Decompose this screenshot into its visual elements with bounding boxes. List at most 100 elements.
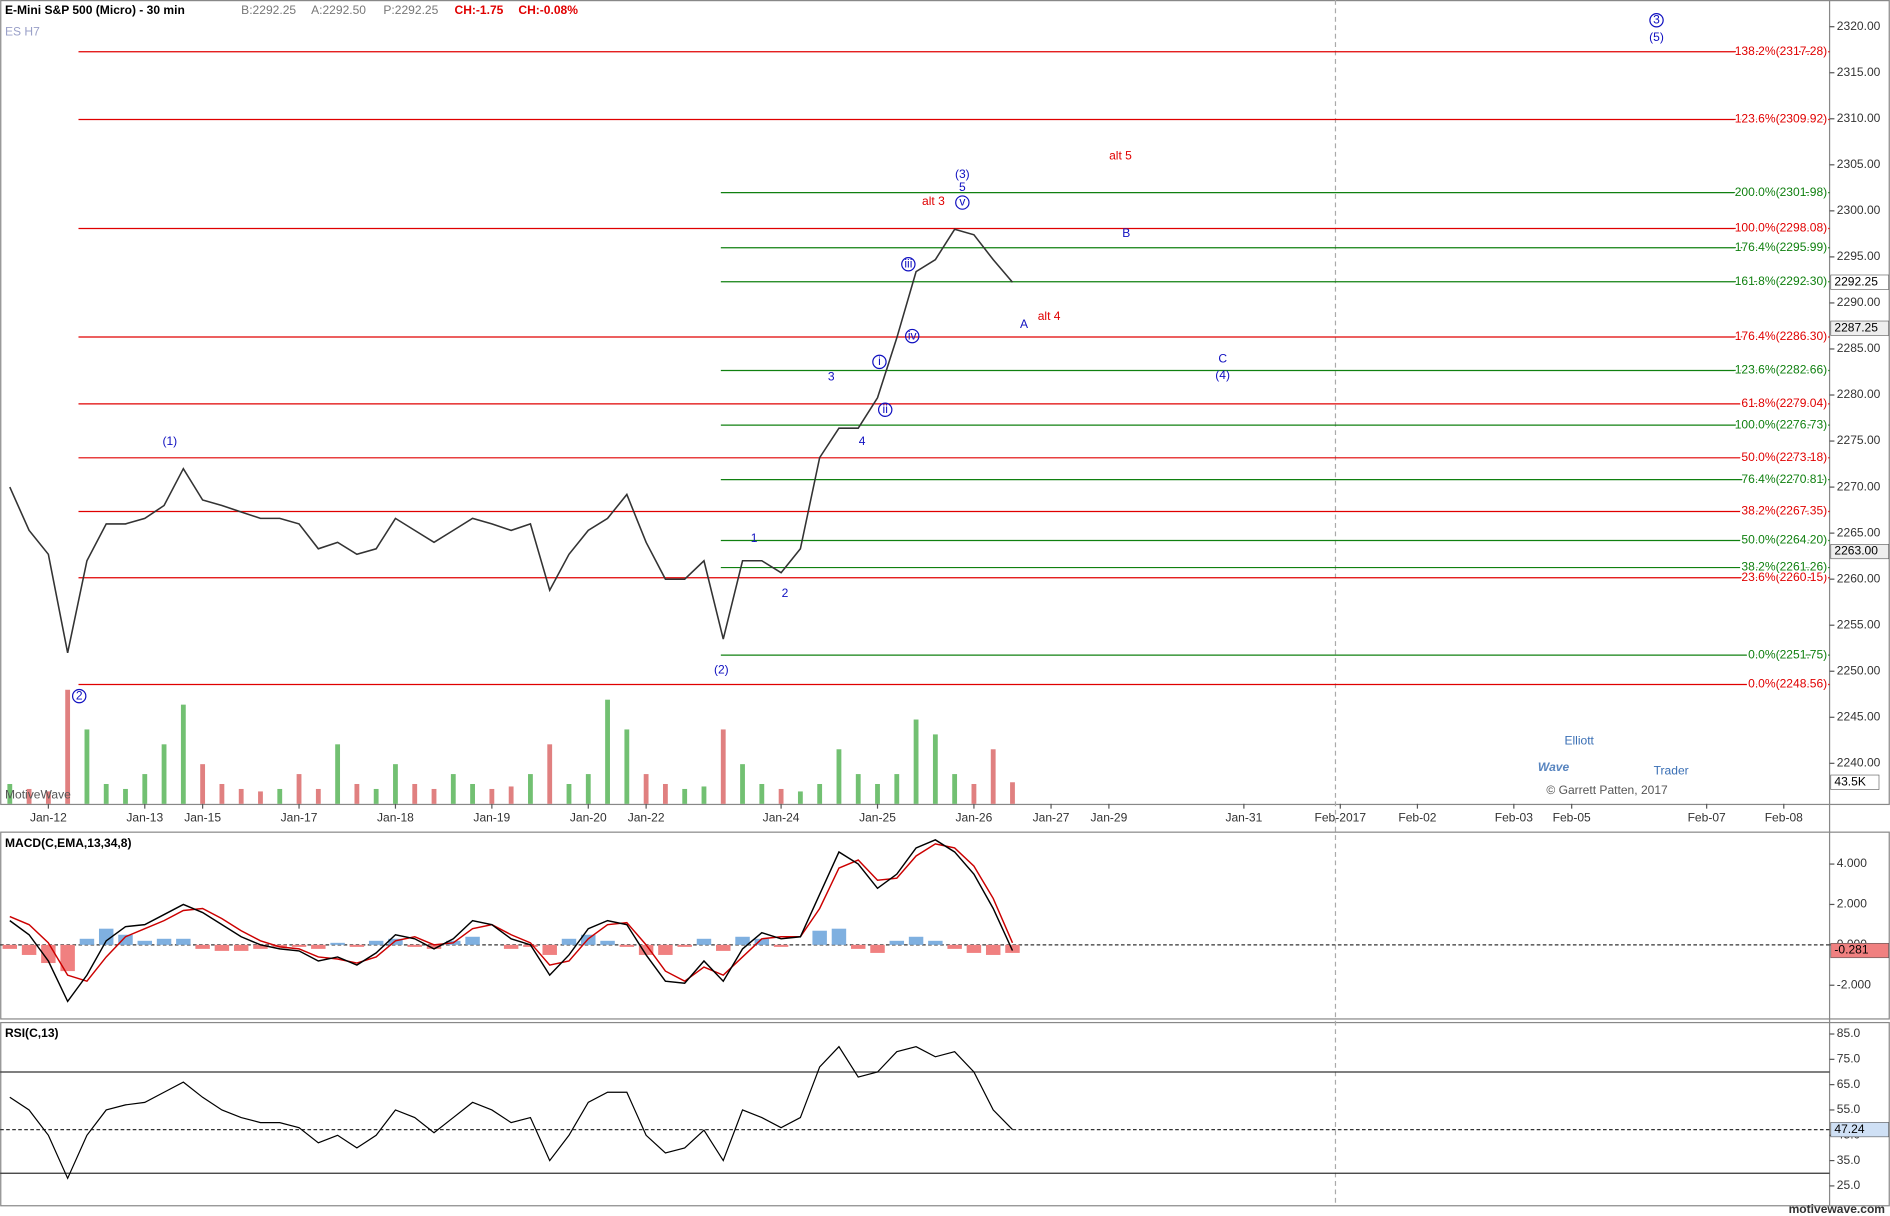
signal-line — [9, 843, 1014, 983]
histogram-bar — [619, 944, 635, 947]
volume-bar — [450, 774, 456, 804]
value-tag-label: -0.281 — [1834, 943, 1868, 957]
quote-bid: B:2292.25 — [241, 3, 296, 17]
x-tick-label: Feb-03 — [1495, 810, 1533, 824]
y-tick-label: 2305.00 — [1837, 157, 1881, 171]
y-tick-label: 2275.00 — [1837, 433, 1881, 447]
volume-bar — [84, 729, 90, 804]
histogram-bar — [870, 944, 885, 953]
x-tick-label: Feb-2017 — [1315, 810, 1367, 824]
x-tick-label: Jan-17 — [281, 810, 318, 824]
volume-bar — [624, 729, 630, 804]
volume-bar — [932, 734, 938, 804]
x-tick-label: Jan-22 — [628, 810, 665, 824]
y-tick-label: 2285.00 — [1837, 341, 1881, 355]
wave-circle — [71, 688, 87, 704]
volume-bar — [335, 744, 341, 804]
fib-label: 23.6%(2260.15) — [1741, 570, 1827, 584]
wave-label: v — [959, 195, 965, 209]
y-tick-label: 2250.00 — [1837, 663, 1881, 677]
y-tick-label: 2255.00 — [1837, 617, 1881, 631]
wave-label: 3 — [828, 370, 835, 384]
wave-label: 2 — [76, 688, 83, 702]
x-tick-label: Feb-05 — [1553, 810, 1591, 824]
value-tag — [1830, 1122, 1889, 1138]
volume-bar — [65, 689, 71, 804]
histogram-bar — [812, 930, 827, 945]
volume-bar — [682, 788, 688, 804]
volume-bar — [720, 729, 726, 804]
wave-label: ii — [883, 402, 888, 416]
fib-label: 100.0%(2276.73) — [1735, 417, 1827, 431]
volume-bar — [855, 774, 861, 804]
x-tick-label: Jan-29 — [1090, 810, 1127, 824]
fib-label: 50.0%(2273.18) — [1741, 450, 1827, 464]
wave-circle — [904, 328, 920, 344]
price-marker-label: 2263.00 — [1834, 544, 1878, 558]
histogram-bar — [985, 944, 1001, 955]
histogram-bar — [60, 944, 75, 972]
volume-bar — [180, 704, 186, 804]
wave-circle — [901, 257, 916, 272]
histogram-bar — [214, 944, 230, 951]
y-tick-label: 2280.00 — [1837, 387, 1881, 401]
wave-label: (4) — [1215, 368, 1230, 382]
histogram-bar — [638, 944, 654, 955]
x-tick-label: Jan-31 — [1225, 810, 1262, 824]
histogram-bar — [368, 940, 384, 945]
volume-bar — [7, 783, 13, 804]
volume-bar — [489, 788, 495, 804]
watermark: MotiveWave — [5, 788, 71, 802]
y-tick-label: 2320.00 — [1837, 19, 1881, 33]
fib-label: 50.0%(2264.20) — [1741, 533, 1827, 547]
fib-label: 176.4%(2295.99) — [1735, 240, 1827, 254]
y-tick-label: 2265.00 — [1837, 525, 1881, 539]
price-marker — [1830, 320, 1889, 336]
rsi-panel — [0, 1021, 1890, 1207]
volume-bar — [797, 791, 803, 804]
x-tick-label: Jan-25 — [859, 810, 896, 824]
logo-copyright: © Garrett Patten, 2017 — [1546, 783, 1668, 797]
y-tick-label: 55.0 — [1837, 1102, 1861, 1116]
fib-label: 0.0%(2251.75) — [1748, 647, 1827, 661]
fib-label: 38.2%(2267.35) — [1741, 504, 1827, 518]
x-tick-label: Jan-12 — [30, 810, 67, 824]
price-marker-label: 2287.25 — [1834, 320, 1878, 334]
volume-bar — [528, 774, 533, 804]
y-tick-label: 2260.00 — [1837, 571, 1881, 585]
wave-label: (2) — [714, 663, 729, 677]
histogram-bar — [291, 944, 307, 947]
wave-label: alt 5 — [1109, 149, 1132, 163]
volume-bar — [142, 774, 148, 804]
quote-change-pct: CH:-0.08% — [518, 3, 578, 17]
histogram-bar — [908, 936, 924, 945]
histogram-bar — [928, 940, 943, 945]
volume-bar — [26, 788, 32, 804]
price-marker — [1830, 544, 1889, 560]
histogram-bar — [388, 938, 403, 945]
y-tick-label: 85.0 — [1837, 1026, 1861, 1040]
histogram-bar — [253, 944, 268, 949]
volume-bar — [894, 774, 900, 804]
volume-bar — [315, 788, 321, 804]
x-tick-label: Feb-02 — [1398, 810, 1436, 824]
y-tick-label: 65.0 — [1837, 1077, 1861, 1091]
histogram-bar — [658, 944, 673, 955]
histogram-bar — [176, 938, 191, 945]
volume-bar — [103, 783, 109, 804]
histogram-bar — [716, 944, 731, 951]
volume-bar — [508, 786, 514, 804]
value-tag — [1830, 942, 1889, 959]
wave-circle — [955, 195, 970, 210]
histogram-bar — [503, 944, 519, 949]
histogram-bar — [156, 938, 172, 945]
rsi-title: RSI(C,13) — [5, 1026, 59, 1040]
wave-label: 2 — [782, 586, 789, 600]
macd-panel — [0, 831, 1890, 1020]
volume-bar — [161, 744, 167, 804]
histogram-bar — [118, 934, 133, 945]
wave-label: iv — [908, 328, 917, 342]
histogram-bar — [735, 936, 750, 945]
volume-bar — [470, 783, 475, 804]
volume-bar — [412, 783, 418, 804]
